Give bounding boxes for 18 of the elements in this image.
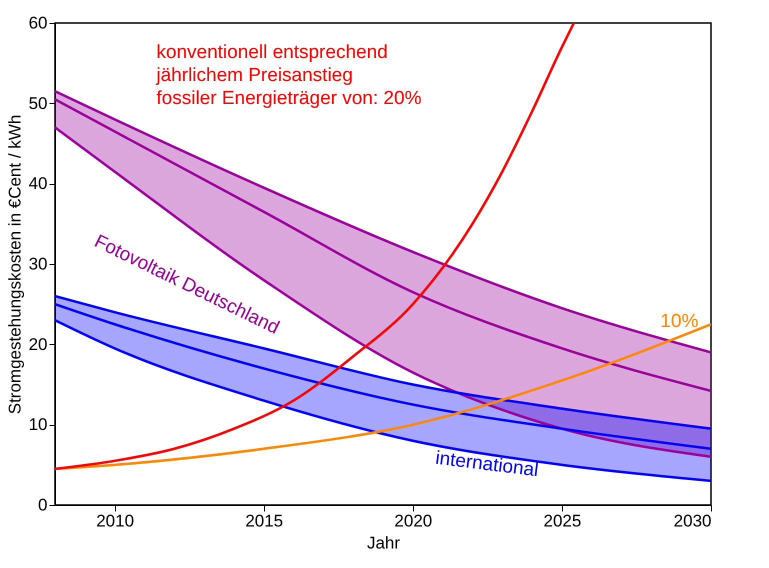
x-tick-label: 2010 (96, 512, 134, 530)
y-axis-title: Stromgestehungskosten in €Cent / kWh (6, 114, 25, 414)
line-series (55, 90, 711, 354)
y-tick-label: 20 (28, 334, 48, 354)
y-tick-label: 60 (28, 14, 48, 32)
x-tick-label: 2025 (543, 512, 582, 530)
x-axis-title: Jahr (366, 534, 400, 552)
y-tick-label: 40 (28, 174, 48, 194)
y-tick-label: 30 (28, 254, 48, 274)
text: international (434, 448, 540, 482)
y-tick-label: 50 (28, 94, 48, 113)
series-label: 10% (660, 311, 698, 332)
y-tick-label: 0 (38, 496, 48, 514)
x-tick-label: 2015 (245, 512, 284, 530)
x-tick-label: 2030 (674, 512, 712, 530)
text: konventionell entsprechend jährlichem Preisanstieg fossiler Energieträger von: 20% (155, 42, 422, 110)
y-tick-label: 10 (28, 415, 48, 434)
x-tick-label: 2020 (394, 512, 432, 530)
